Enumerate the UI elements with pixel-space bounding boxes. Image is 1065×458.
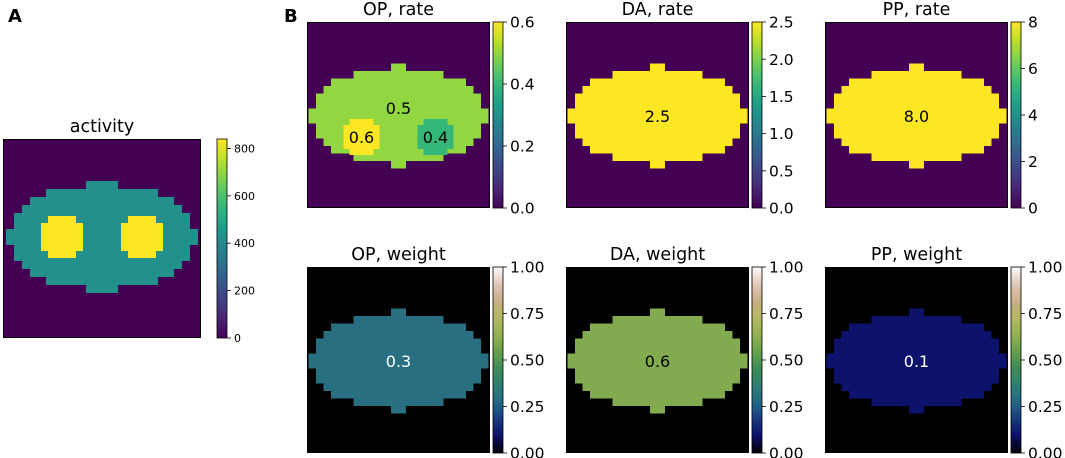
colorbar-tick-label: 0.5 bbox=[769, 162, 794, 180]
colorbar-tick-label: 800 bbox=[234, 142, 255, 155]
colorbar-tick-label: 0.00 bbox=[510, 445, 545, 458]
colorbar-gradient bbox=[216, 138, 228, 339]
colorbar-tick-label: 0.50 bbox=[1028, 352, 1063, 370]
colorbar-tick-label: 1.00 bbox=[769, 259, 804, 277]
value-annotation: 8.0 bbox=[904, 107, 929, 126]
heatmap-panel: activity 0 200 400 600 800 bbox=[3, 117, 255, 345]
heatmap-panel: PP, weight 0.1 0.00 0.25 0.50 0.75 1.00 bbox=[825, 245, 1063, 458]
panel-label-b: B bbox=[284, 6, 298, 27]
colorbar: 0.00 0.25 0.50 0.75 1.00 bbox=[751, 259, 804, 458]
colorbar-tick-label: 0.0 bbox=[510, 200, 535, 218]
heatmap-ellipse bbox=[567, 63, 748, 169]
heatmap-left-disk bbox=[343, 119, 380, 155]
colorbar-tick-label: 2 bbox=[1028, 153, 1038, 171]
value-annotation: 0.4 bbox=[423, 128, 448, 147]
colorbar: 0.0 0.2 0.4 0.6 bbox=[492, 14, 535, 218]
panel-title: activity bbox=[70, 117, 135, 137]
heatmap-frame bbox=[566, 267, 749, 453]
heatmap-panel: OP, weight 0.3 0.00 0.25 0.50 0.75 1.00 bbox=[307, 245, 545, 458]
heatmap-right-disk bbox=[121, 216, 163, 258]
colorbar-gradient bbox=[492, 266, 504, 454]
panel-title: PP, weight bbox=[871, 245, 962, 265]
colorbar-tick-label: 200 bbox=[234, 285, 255, 298]
colorbar-tick-label: 1.0 bbox=[769, 125, 794, 143]
colorbar: 0.00 0.25 0.50 0.75 1.00 bbox=[492, 259, 545, 458]
colorbar-tick-label: 0.00 bbox=[769, 445, 804, 458]
heatmap-panel: OP, rate 0.5 0.6 0.4 0.0 0.2 0.4 0.6 bbox=[307, 0, 535, 218]
heatmap-ellipse bbox=[826, 63, 1007, 169]
colorbar-gradient bbox=[751, 21, 763, 209]
colorbar-tick-label: 2.0 bbox=[769, 51, 794, 69]
colorbar: 0 2 4 6 8 bbox=[1010, 14, 1038, 218]
colorbar-tick-label: 0 bbox=[234, 332, 241, 345]
colorbar-gradient bbox=[1010, 266, 1022, 454]
colorbar-tick-label: 0.25 bbox=[1028, 398, 1063, 416]
colorbar-tick-label: 4 bbox=[1028, 107, 1038, 125]
panel-label-a: A bbox=[8, 6, 22, 27]
heatmap-panel: DA, rate 2.5 0.0 0.5 1.0 1.5 2.0 2.5 bbox=[566, 0, 794, 218]
colorbar-tick-label: 1.00 bbox=[1028, 259, 1063, 277]
heatmap-left-disk bbox=[41, 216, 83, 258]
value-annotation: 0.6 bbox=[349, 128, 374, 147]
colorbar-tick-label: 1.00 bbox=[510, 259, 545, 277]
heatmap-frame bbox=[566, 22, 749, 208]
colorbar-tick-label: 0.25 bbox=[769, 398, 804, 416]
heatmap-panel: PP, rate 8.0 0 2 4 6 8 bbox=[825, 0, 1038, 218]
heatmap-frame bbox=[307, 267, 490, 453]
value-annotation: 2.5 bbox=[645, 107, 670, 126]
heatmap-frame bbox=[3, 139, 201, 338]
colorbar-gradient bbox=[751, 266, 763, 454]
panel-title: OP, rate bbox=[363, 0, 434, 20]
heatmap-right-disk bbox=[417, 119, 454, 155]
colorbar-tick-label: 1.5 bbox=[769, 88, 794, 106]
heatmap-frame bbox=[825, 267, 1008, 453]
colorbar-tick-label: 0.0 bbox=[769, 200, 794, 218]
colorbar-tick-label: 0.4 bbox=[510, 76, 535, 94]
colorbar: 0.0 0.5 1.0 1.5 2.0 2.5 bbox=[751, 14, 794, 218]
panel-title: DA, weight bbox=[610, 245, 705, 265]
colorbar-tick-label: 6 bbox=[1028, 60, 1038, 78]
panel-title: OP, weight bbox=[351, 245, 446, 265]
colorbar-gradient bbox=[492, 21, 504, 209]
value-annotation: 0.3 bbox=[386, 352, 411, 371]
colorbar-tick-label: 0.75 bbox=[769, 305, 804, 323]
colorbar-tick-label: 2.5 bbox=[769, 14, 794, 32]
heatmap-ellipse bbox=[567, 308, 748, 414]
heatmap-ellipse bbox=[308, 308, 489, 414]
colorbar-tick-label: 400 bbox=[234, 237, 255, 250]
colorbar-tick-label: 8 bbox=[1028, 14, 1038, 32]
heatmap-ellipse bbox=[826, 308, 1007, 414]
colorbar-tick-label: 0.75 bbox=[510, 305, 545, 323]
heatmap-ellipse bbox=[6, 181, 198, 293]
colorbar-tick-label: 0.75 bbox=[1028, 305, 1063, 323]
colorbar: 0 200 400 600 800 bbox=[216, 138, 255, 345]
colorbar-gradient bbox=[1010, 21, 1022, 209]
colorbar-tick-label: 0.00 bbox=[1028, 445, 1063, 458]
colorbar-tick-label: 0.50 bbox=[510, 352, 545, 370]
colorbar-tick-label: 0.2 bbox=[510, 138, 535, 156]
colorbar-tick-label: 0.25 bbox=[510, 398, 545, 416]
heatmap-frame bbox=[307, 22, 490, 208]
value-annotation: 0.5 bbox=[386, 99, 411, 118]
colorbar-tick-label: 600 bbox=[234, 190, 255, 203]
value-annotation: 0.6 bbox=[645, 352, 670, 371]
colorbar-tick-label: 0 bbox=[1028, 200, 1038, 218]
heatmap-frame bbox=[825, 22, 1008, 208]
colorbar-tick-label: 0.6 bbox=[510, 14, 535, 32]
colorbar-tick-label: 0.50 bbox=[769, 352, 804, 370]
panel-title: DA, rate bbox=[622, 0, 694, 20]
colorbar: 0.00 0.25 0.50 0.75 1.00 bbox=[1010, 259, 1063, 458]
panel-title: PP, rate bbox=[883, 0, 951, 20]
heatmap-panel: DA, weight 0.6 0.00 0.25 0.50 0.75 1.00 bbox=[566, 245, 804, 458]
value-annotation: 0.1 bbox=[904, 352, 929, 371]
